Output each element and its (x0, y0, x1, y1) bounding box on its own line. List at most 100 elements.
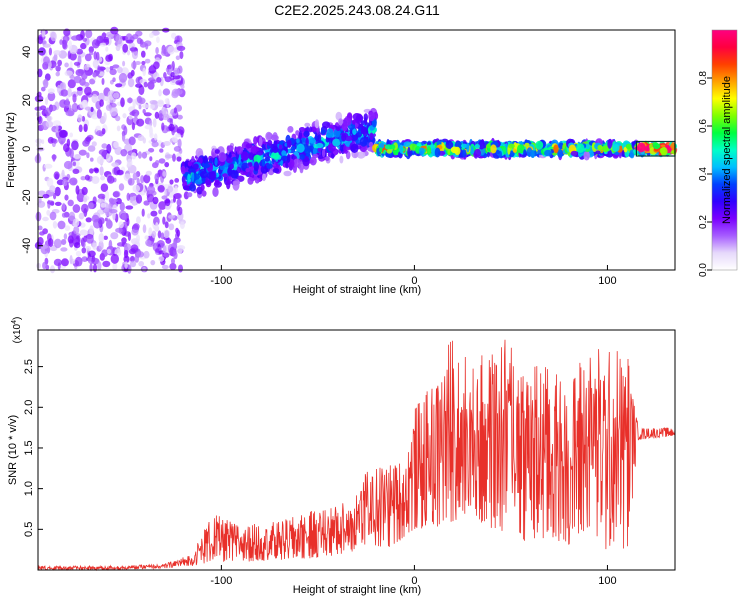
spectrogram-cell (135, 194, 143, 204)
spectrogram-cell (583, 150, 590, 161)
spectrogram-cell (98, 240, 104, 251)
spectrogram-cell (175, 133, 181, 138)
spectrogram-cell (101, 78, 105, 85)
spectrogram-cell (82, 197, 88, 203)
spectrogram-cell (173, 107, 177, 114)
spectrogram-cell (75, 185, 80, 195)
spectrogram-cell (106, 152, 111, 162)
spectrogram-cell (218, 152, 227, 163)
spectrogram-cell (54, 201, 62, 206)
spectrogram-cell (339, 155, 344, 164)
spectrogram-cell (256, 150, 264, 156)
spectrogram-cell (163, 141, 171, 146)
spectrogram-y-tick-label: -40 (21, 238, 33, 254)
spectrogram-cell (75, 250, 82, 257)
spectrogram-cell (89, 225, 94, 236)
spectrogram-cell (155, 222, 159, 231)
spectrogram-cell (44, 97, 49, 106)
spectrogram-cell (271, 158, 275, 165)
spectrogram-cell (266, 163, 273, 169)
spectrogram-cell (137, 151, 142, 159)
spectrogram-cell (138, 261, 145, 267)
spectrogram-cell (278, 144, 283, 150)
spectrogram-cell (98, 149, 107, 156)
spectrogram-cell (44, 163, 53, 169)
spectrogram-cell (128, 136, 136, 146)
snr-y-tick-label: 1.5 (23, 440, 35, 455)
spectrogram-cell (42, 216, 49, 222)
spectrogram-cell (245, 143, 253, 149)
spectrogram-cell (145, 170, 152, 176)
spectrogram-cell (379, 147, 383, 153)
spectrogram-cell (295, 130, 300, 136)
spectrogram-cell (81, 71, 88, 80)
colorbar-tick-label: 0.6 (698, 119, 709, 133)
spectrogram-cell (144, 58, 151, 64)
spectrogram-y-axis-label: Frequency (Hz) (5, 112, 17, 188)
spectrogram-cell (107, 218, 111, 226)
colorbar-gradient (711, 29, 738, 271)
spectrogram-cell (118, 72, 128, 83)
spectrogram-cell (351, 119, 357, 125)
spectrogram-cell (81, 186, 88, 196)
spectrogram-cell (170, 72, 175, 78)
spectrogram-cell (117, 66, 123, 74)
spectrogram-cell (136, 177, 140, 185)
spectrogram-cell (92, 71, 98, 78)
spectrogram-cell (283, 170, 292, 177)
spectrogram-cell (115, 227, 123, 233)
colorbar-tick-label: 0.4 (698, 167, 709, 181)
spectrogram-cell (113, 141, 119, 149)
spectrogram-cell (155, 248, 160, 253)
spectrogram-cell (82, 37, 88, 42)
spectrogram-cell (163, 72, 167, 79)
spectrogram-cell (230, 169, 239, 179)
spectrogram-cell (115, 197, 122, 205)
spectrogram-cell (164, 98, 169, 104)
spectrogram-cell (149, 100, 158, 105)
spectrogram-cell (148, 120, 153, 127)
spectrogram-cell (153, 133, 158, 141)
spectrogram-cell (253, 161, 259, 172)
spectrogram-cell (161, 195, 168, 200)
spectrogram-cell (81, 247, 87, 254)
spectrogram-cell (454, 146, 461, 156)
spectrogram-cell (272, 168, 280, 174)
spectrogram-cell (625, 143, 632, 150)
spectrogram-cell (122, 43, 129, 53)
spectrogram-cell (61, 212, 67, 218)
spectrogram-cell (153, 216, 160, 226)
spectrogram-cell (97, 65, 101, 75)
spectrogram-cell (418, 147, 425, 156)
spectrogram-cell (156, 36, 160, 43)
spectrogram-cell (103, 235, 108, 240)
spectrogram-cell (177, 114, 183, 120)
spectrogram-cell (98, 209, 103, 215)
spectrogram-cell (152, 118, 157, 128)
spectrogram-cell (45, 120, 54, 128)
spectrogram-cell (637, 142, 646, 153)
spectrogram-cell (179, 51, 184, 60)
spectrogram-cell (195, 179, 203, 185)
spectrogram-cell (103, 36, 109, 43)
spectrogram-y-tick-label: 20 (21, 94, 33, 106)
spectrogram-cell (326, 128, 334, 138)
spectrogram-cell (55, 124, 59, 133)
spectrogram-cell (85, 246, 92, 251)
spectrogram-cell (55, 71, 60, 77)
spectrogram-cell (101, 128, 106, 135)
spectrogram-cell (126, 218, 130, 226)
spectrogram-cell (247, 177, 254, 185)
spectrogram-cell (48, 238, 54, 247)
spectrogram-cell (115, 115, 121, 122)
spectrogram-cell (407, 146, 411, 157)
spectrogram-cell (335, 126, 341, 131)
spectrogram-cell (92, 59, 99, 69)
spectrogram-cell (180, 84, 185, 90)
spectrogram-cell (78, 149, 87, 156)
spectrogram-cell (76, 48, 83, 55)
spectrogram-cell (177, 138, 182, 149)
spectrogram-cell (176, 245, 183, 254)
spectrogram-cell (85, 217, 92, 223)
spectrogram-cell (369, 132, 374, 141)
